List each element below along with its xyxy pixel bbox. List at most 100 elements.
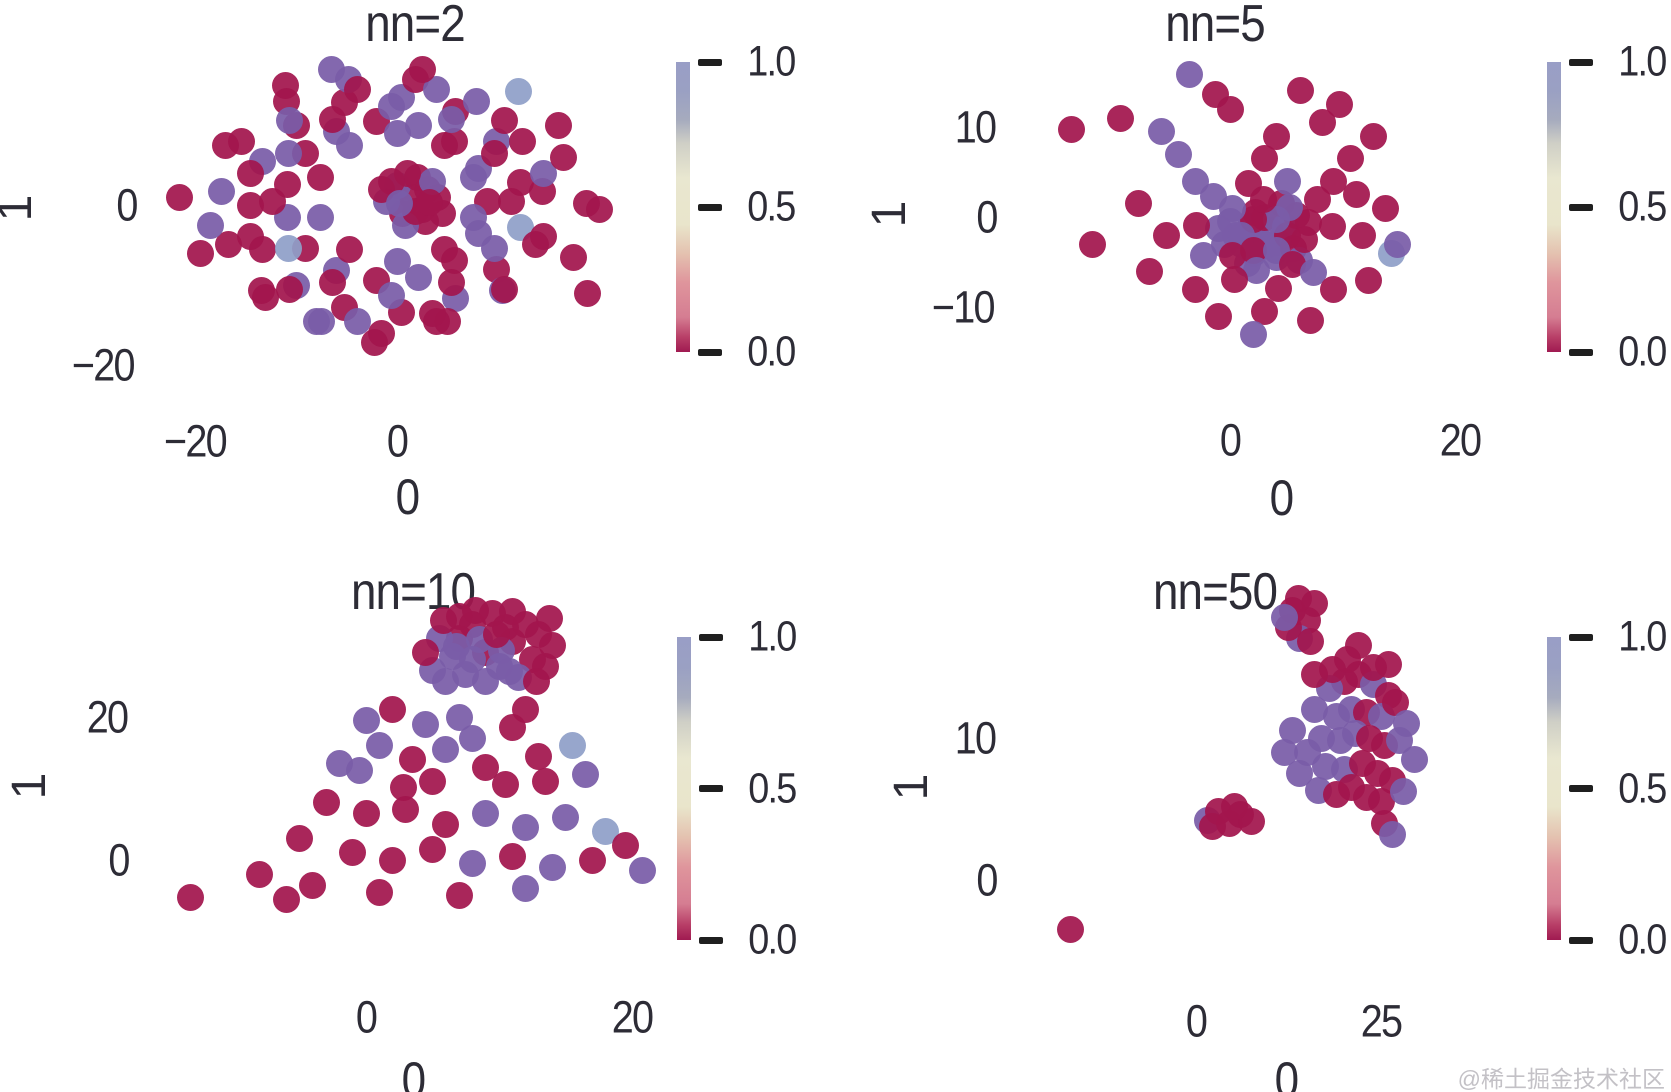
colorbar-tick-label: 0.0 — [1618, 915, 1667, 964]
plot-title: nn=5 — [1165, 0, 1265, 53]
x-tick-label: 0 — [355, 991, 378, 1043]
scatter-point — [272, 71, 300, 99]
scatter-point — [585, 195, 613, 223]
scatter-point — [1308, 109, 1336, 136]
x-tick-label: 20 — [1439, 414, 1482, 466]
colorbar-tick-label: 0.5 — [1618, 764, 1667, 812]
colorbar-tick-label: 0.0 — [748, 915, 797, 964]
scatter-point — [504, 77, 532, 105]
scatter-point — [306, 163, 334, 191]
scatter-point — [361, 329, 389, 357]
colorbar-tick-label: 0.5 — [748, 764, 797, 812]
scatter-point — [1371, 194, 1399, 222]
scatter-point — [460, 203, 488, 231]
scatter-point — [536, 604, 564, 632]
x-axis-label: 0 — [395, 469, 420, 525]
scatter-point — [571, 760, 599, 788]
scatter-point — [211, 131, 239, 159]
scatter-point — [352, 707, 380, 735]
x-tick-label: 25 — [1360, 995, 1403, 1047]
colorbar-tick-mark — [1569, 785, 1593, 792]
colorbar-tick-mark — [699, 936, 723, 944]
y-axis-label: 1 — [885, 773, 938, 801]
scatter-point — [1276, 193, 1304, 221]
scatter-point — [1234, 170, 1262, 198]
scatter-point — [430, 131, 458, 159]
scatter-point — [438, 269, 466, 297]
scatter-point — [1182, 167, 1209, 195]
colorbar-tick-mark — [1569, 58, 1593, 66]
scatter-point — [378, 93, 406, 121]
scatter-point — [1176, 61, 1204, 89]
scatter-point — [1297, 627, 1325, 655]
scatter-point — [415, 189, 443, 217]
scatter-point — [379, 846, 407, 874]
scatter-point — [237, 160, 265, 188]
scatter-point — [545, 111, 573, 139]
scatter-point — [1271, 603, 1299, 631]
scatter-point — [492, 771, 520, 799]
scatter-point — [538, 632, 566, 659]
scatter-point — [1337, 145, 1365, 172]
colorbar — [677, 637, 691, 940]
scatter-point — [1078, 230, 1106, 258]
scatter-point — [1271, 738, 1299, 766]
scatter-point — [339, 839, 367, 867]
y-tick-label: −20 — [71, 339, 136, 391]
scatter-point — [392, 796, 420, 824]
scatter-point — [1318, 212, 1346, 240]
scatter-point — [1216, 95, 1244, 123]
scatter-point — [574, 279, 602, 307]
scatter-point — [458, 850, 486, 878]
colorbar-tick-label: 0.0 — [1618, 327, 1667, 376]
scatter-point — [1264, 274, 1292, 302]
scatter-point — [558, 732, 586, 760]
scatter-point — [166, 183, 194, 211]
scatter-point — [317, 56, 345, 84]
scatter-point — [365, 732, 393, 760]
scatter-point — [252, 283, 280, 311]
scatter-point — [532, 767, 560, 795]
scatter-point — [419, 835, 446, 863]
scatter-point — [496, 658, 524, 686]
scatter-point — [1345, 632, 1373, 660]
scatter-point — [1389, 778, 1417, 806]
colorbar — [1547, 62, 1561, 352]
scatter-point — [512, 696, 540, 724]
scatter-point — [1354, 266, 1382, 294]
colorbar-tick-label: 0.5 — [747, 182, 796, 231]
scatter-point — [1182, 275, 1209, 303]
watermark: @稀土掘金技术社区 — [1457, 1066, 1665, 1092]
y-tick-label: 20 — [86, 691, 129, 743]
scatter-point — [272, 885, 300, 913]
scatter-point — [1057, 116, 1085, 144]
scatter-point — [550, 143, 578, 171]
scatter-point — [1220, 792, 1248, 820]
scatter-point — [512, 814, 540, 842]
scatter-point — [1251, 145, 1278, 172]
scatter-point — [276, 106, 304, 134]
scatter-point — [461, 596, 489, 624]
colorbar-tick-label: 1.0 — [1618, 612, 1667, 661]
scatter-point — [385, 189, 413, 217]
scatter-point — [508, 127, 536, 155]
scatter-point — [307, 307, 335, 335]
scatter-point — [1251, 298, 1278, 325]
scatter-point — [490, 276, 518, 304]
colorbar-tick-label: 1.0 — [1618, 37, 1667, 86]
colorbar — [1547, 637, 1561, 940]
y-tick-label: 10 — [954, 712, 997, 764]
colorbar-tick-label: 0.5 — [1618, 182, 1667, 231]
scatter-point — [458, 646, 486, 674]
colorbar-tick-mark — [698, 203, 722, 211]
colorbar-tick-mark — [1569, 348, 1593, 356]
x-tick-label: 20 — [611, 991, 654, 1043]
colorbar-tick-label: 1.0 — [748, 612, 797, 661]
scatter-point — [383, 247, 411, 275]
scatter-point — [481, 234, 509, 262]
colorbar-tick-mark — [1569, 936, 1593, 944]
x-tick-label: 0 — [1219, 414, 1242, 466]
scatter-point — [383, 119, 411, 147]
